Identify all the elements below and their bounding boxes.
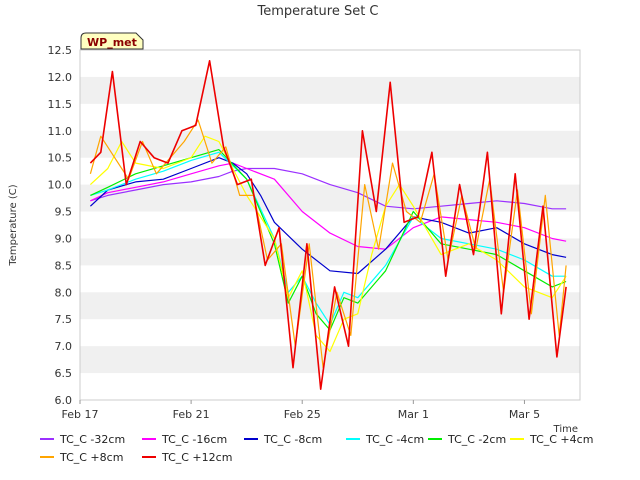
annotation-shape (80, 32, 144, 50)
chart-title: Temperature Set C (256, 4, 378, 19)
legend-label: TC_C +8cm (59, 451, 123, 464)
plot-frame (79, 49, 581, 401)
legend: TC_C -32cm TC_C -16cm TC_C -8cm TC_C -4cm TC… (40, 433, 593, 464)
y-tick-label: 7.5 (55, 313, 73, 326)
x-tick-label: Feb 21 (173, 408, 210, 421)
x-axis-ticks: Feb 17 Feb 21 Feb 25 Mar 1 Mar 5 (62, 400, 540, 421)
series-line-tc-c-12cm (89, 59, 567, 391)
x-tick-label: Feb 17 (62, 408, 99, 421)
y-tick-label: 7.0 (55, 340, 73, 353)
grid-band (80, 292, 580, 320)
grid-band (80, 130, 580, 158)
y-tick-label: 12.0 (48, 71, 73, 84)
x-tick-label: Mar 1 (398, 408, 429, 421)
x-axis-label: Time (553, 424, 578, 435)
y-tick-label: 6.0 (55, 394, 73, 407)
y-tick-label: 11.5 (48, 98, 73, 111)
legend-label: TC_C -32cm (59, 433, 125, 446)
y-axis-label: Temperature (C) (8, 184, 19, 266)
y-tick-label: 10.0 (48, 179, 73, 192)
x-tick-label: Feb 25 (284, 408, 321, 421)
grid-band (80, 76, 580, 104)
y-tick-label: 11.0 (48, 125, 73, 138)
series-lines (89, 59, 567, 391)
y-axis-ticks: 6.0 6.5 7.0 7.5 8.0 8.5 9.0 9.5 10.0 10.5 11.0 11.5… (48, 44, 73, 407)
grid-bands (80, 76, 580, 374)
series-line-tc-c-16cm (90, 162, 567, 250)
legend-label: TC_C +12cm (161, 451, 232, 464)
y-tick-label: 10.5 (48, 152, 73, 165)
y-tick-label: 6.5 (55, 367, 73, 380)
series-line-tc-c-8cm (89, 157, 567, 275)
y-tick-label: 8.0 (55, 286, 73, 299)
x-tick-label: Mar 5 (509, 408, 540, 421)
y-tick-label: 9.0 (55, 232, 73, 245)
annotation-box: WP_met (80, 32, 144, 50)
y-tick-label: 12.5 (48, 44, 73, 57)
legend-label: TC_C -2cm (447, 433, 506, 446)
legend-label: TC_C -16cm (161, 433, 227, 446)
legend-label: TC_C -8cm (263, 433, 322, 446)
legend-label: TC_C +4cm (529, 433, 593, 446)
annotation-label: WP_met (87, 36, 137, 49)
grid-band (80, 184, 580, 212)
series-line-tc-c-4cm (90, 151, 567, 326)
y-tick-label: 8.5 (55, 259, 73, 272)
y-tick-label: 9.5 (55, 206, 73, 219)
legend-label: TC_C -4cm (365, 433, 424, 446)
